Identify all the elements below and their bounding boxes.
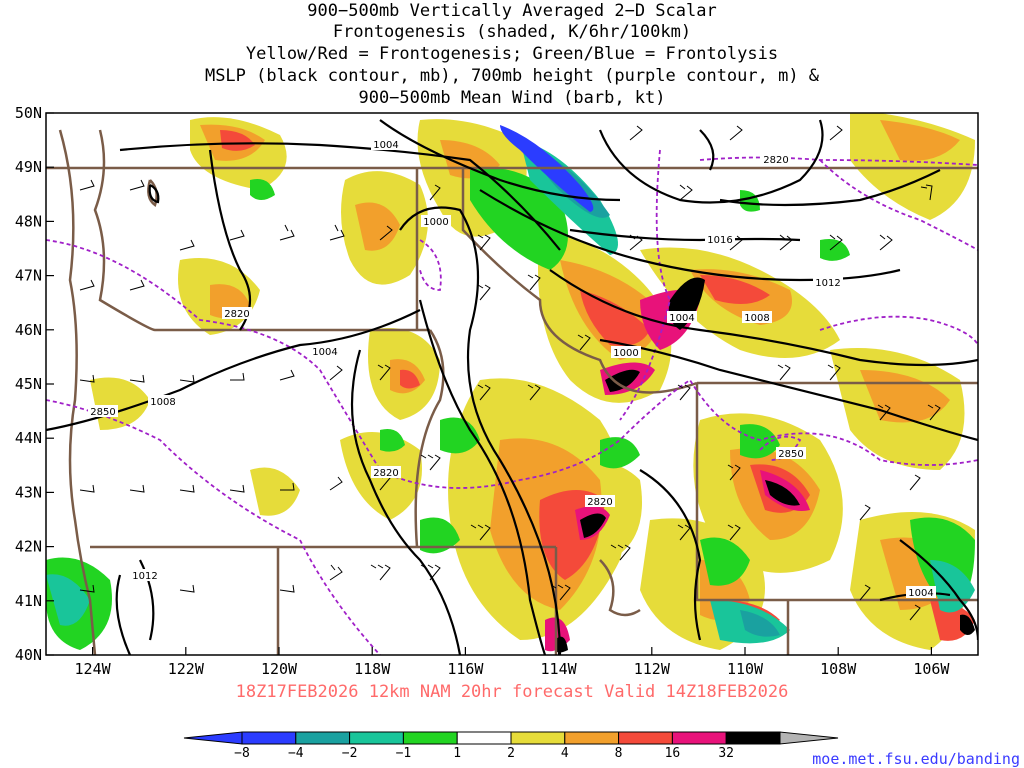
lon-tick-label: 110W bbox=[727, 660, 764, 678]
height-label: 2820 bbox=[224, 309, 249, 320]
lon-tick-label: 122W bbox=[168, 660, 205, 678]
mslp-label: 1004 bbox=[373, 140, 398, 151]
lat-tick-label: 48N bbox=[15, 212, 42, 230]
lat-tick-label: 45N bbox=[15, 375, 42, 393]
title-line-4: MSLP (black contour, mb), 700mb height (… bbox=[205, 66, 820, 86]
lat-tick-label: 46N bbox=[15, 321, 42, 339]
contour-labels: 1004 1000 1016 1012 1004 1008 1000 1004 … bbox=[88, 138, 936, 599]
title-line-5: 900−500mb Mean Wind (barb, kt) bbox=[358, 88, 665, 108]
mslp-label: 1004 bbox=[312, 347, 337, 358]
lon-tick-label: 124W bbox=[75, 660, 112, 678]
mslp-label: 1000 bbox=[613, 348, 638, 359]
lon-tick-label: 120W bbox=[261, 660, 298, 678]
colorbar: −8 −4 −2 −1 1 2 4 8 16 32 bbox=[183, 731, 839, 761]
mslp-label: 1012 bbox=[132, 571, 157, 582]
height-label: 2850 bbox=[90, 407, 115, 418]
colorbar-swatch bbox=[402, 731, 458, 745]
lat-tick-label: 50N bbox=[15, 104, 42, 122]
axis-ticks bbox=[46, 112, 933, 656]
colorbar-swatch bbox=[241, 731, 297, 745]
lon-tick-label: 112W bbox=[634, 660, 671, 678]
colorbar-swatch bbox=[510, 731, 566, 745]
mslp-label: 1008 bbox=[150, 397, 175, 408]
colorbar-swatch bbox=[671, 731, 727, 745]
height-label: 2820 bbox=[373, 468, 398, 479]
height-label: 2820 bbox=[763, 155, 788, 166]
lat-tick-label: 49N bbox=[15, 158, 42, 176]
title-line-2: Frontogenesis (shaded, K/6hr/100km) bbox=[333, 22, 691, 42]
title-line-3: Yellow/Red = Frontogenesis; Green/Blue =… bbox=[246, 44, 778, 64]
colorbar-swatch bbox=[725, 731, 781, 745]
map-title: 900−500mb Vertically Averaged 2−D Scalar… bbox=[205, 1, 820, 108]
colorbar-swatch bbox=[564, 731, 620, 745]
colorbar-swatch bbox=[456, 731, 512, 745]
colorbar-label: 1 bbox=[453, 746, 461, 761]
colorbar-low-arrow bbox=[183, 731, 243, 745]
lon-tick-label: 118W bbox=[354, 660, 391, 678]
mslp-label: 1000 bbox=[423, 217, 448, 228]
colorbar-high-arrow bbox=[779, 731, 839, 745]
colorbar-swatch bbox=[295, 731, 351, 745]
colorbar-label: 16 bbox=[665, 746, 681, 761]
lat-tick-label: 43N bbox=[15, 483, 42, 501]
lat-tick-label: 41N bbox=[15, 592, 42, 610]
lat-tick-label: 44N bbox=[15, 429, 42, 447]
forecast-valid-subtitle: 18Z17FEB2026 12km NAM 20hr forecast Vali… bbox=[236, 682, 789, 702]
colorbar-label: −1 bbox=[396, 746, 412, 761]
colorbar-label: 32 bbox=[718, 746, 734, 761]
mslp-label: 1004 bbox=[908, 588, 933, 599]
colorbar-label: 8 bbox=[615, 746, 623, 761]
mslp-label: 1016 bbox=[707, 235, 732, 246]
lat-tick-label: 47N bbox=[15, 267, 42, 285]
lat-tick-label: 42N bbox=[15, 538, 42, 556]
colorbar-swatch bbox=[618, 731, 673, 745]
height-label: 2850 bbox=[778, 449, 803, 460]
colorbar-label: 2 bbox=[507, 746, 515, 761]
lon-tick-label: 114W bbox=[541, 660, 578, 678]
axis-labels: 124W 122W 120W 118W 116W 114W 112W 110W 108W 106W… bbox=[15, 104, 951, 678]
title-line-1: 900−500mb Vertically Averaged 2−D Scalar bbox=[307, 1, 716, 21]
height-label: 2820 bbox=[587, 497, 612, 508]
colorbar-label: 4 bbox=[561, 746, 569, 761]
lon-tick-label: 116W bbox=[447, 660, 484, 678]
colorbar-label: −8 bbox=[234, 746, 250, 761]
mslp-label: 1004 bbox=[669, 313, 694, 324]
mslp-label: 1012 bbox=[815, 278, 840, 289]
lat-tick-label: 40N bbox=[15, 646, 42, 664]
map-panel: 1004 1000 1016 1012 1004 1008 1000 1004 … bbox=[45, 112, 979, 656]
lon-tick-label: 108W bbox=[820, 660, 857, 678]
lon-tick-label: 106W bbox=[913, 660, 950, 678]
colorbar-label: −4 bbox=[288, 746, 304, 761]
frontogenesis-shading bbox=[46, 113, 975, 653]
wind-barbs bbox=[79, 125, 941, 621]
credit-link[interactable]: moe.met.fsu.edu/banding bbox=[812, 750, 1020, 768]
mslp-label: 1008 bbox=[744, 313, 769, 324]
height-contours bbox=[46, 149, 978, 655]
colorbar-swatch bbox=[349, 731, 404, 745]
colorbar-label: −2 bbox=[342, 746, 358, 761]
